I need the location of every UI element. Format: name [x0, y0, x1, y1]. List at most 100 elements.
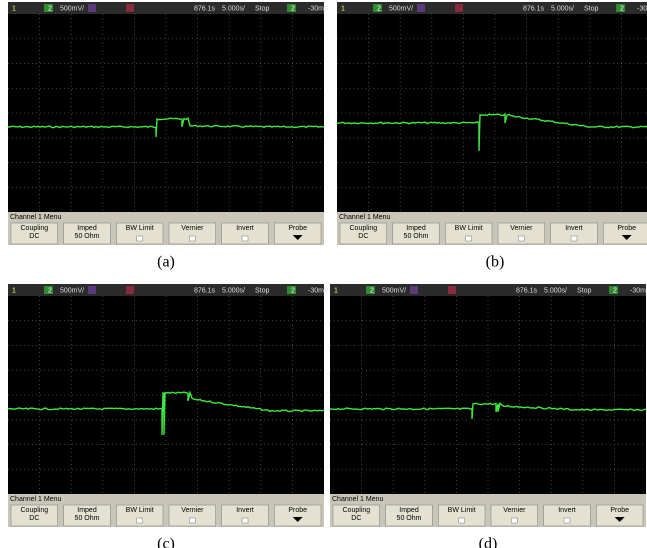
checkbox	[518, 235, 525, 242]
button-label: Vernier	[503, 507, 526, 514]
checkbox	[458, 517, 465, 524]
checkbox	[570, 235, 578, 242]
button-label: Imped	[406, 225, 426, 232]
header-text: 1	[334, 287, 338, 294]
header-text: Stop	[255, 5, 270, 12]
menu-button	[392, 222, 440, 245]
menu-button	[10, 222, 58, 245]
scope-panel: 1 2 500mV/876.1s 5.000s/Stop 2 -30mV Channel 1…	[7, 2, 329, 271]
button-label: Invert	[236, 225, 254, 232]
probe-arrow	[621, 235, 632, 240]
channel-box	[287, 4, 296, 12]
menu-title: Channel 1 Menu	[10, 496, 61, 503]
probe-arrow	[292, 235, 303, 240]
channel-box	[448, 286, 456, 294]
header-text: 2	[291, 5, 295, 12]
header-text: 876.1s	[516, 287, 538, 294]
waveform	[329, 401, 647, 419]
header-bar	[337, 2, 647, 14]
header-text: 2	[48, 5, 52, 12]
header-text: 500mV/	[382, 287, 406, 294]
menu-title: Channel 1 Menu	[332, 496, 383, 503]
waveform	[336, 112, 647, 151]
button-label: Imped	[77, 507, 97, 514]
menu-bar	[330, 494, 646, 527]
caption: (d)	[479, 536, 498, 548]
checkbox	[511, 517, 518, 524]
header-text: 5.000s/	[222, 5, 245, 12]
menu-button	[274, 504, 322, 527]
checkbox	[465, 235, 472, 242]
channel-box	[44, 4, 53, 12]
button-label: BW Limit	[126, 507, 154, 514]
checkbox	[241, 235, 249, 242]
button-label: Coupling	[21, 507, 49, 514]
button-label: 50 Ohm	[75, 515, 100, 522]
caption: (b)	[486, 254, 505, 271]
button-label: Invert	[558, 507, 576, 514]
header-text: Stop	[577, 287, 592, 294]
button-label: 50 Ohm	[397, 515, 422, 522]
probe-arrow	[614, 517, 625, 522]
menu-button	[603, 222, 647, 245]
channel-box	[126, 286, 134, 294]
header-text: 5.000s/	[544, 287, 567, 294]
channel-box	[616, 4, 625, 12]
menu-button	[63, 222, 111, 245]
header-bar	[8, 284, 324, 296]
menu-button	[168, 504, 216, 527]
menu-button	[550, 222, 598, 245]
header-text: 1	[341, 5, 345, 12]
button-label: Coupling	[343, 507, 371, 514]
channel-box	[88, 286, 96, 294]
header-text: 2	[48, 287, 52, 294]
channel-box	[126, 4, 134, 12]
header-text: 2	[620, 5, 624, 12]
header-text: -30mV	[308, 5, 329, 12]
header-text: Stop	[255, 287, 270, 294]
channel-box	[287, 286, 296, 294]
button-label: DC	[351, 515, 361, 522]
scope-panel: 1 2 500mV/876.1s 5.000s/Stop 2 -30mV Channel 1…	[329, 284, 647, 548]
button-label: DC	[29, 233, 39, 240]
channel-box	[455, 4, 463, 12]
checkbox	[241, 517, 249, 524]
menu-button	[490, 504, 538, 527]
checkbox	[563, 517, 571, 524]
menu-button	[445, 222, 493, 245]
button-label: Invert	[236, 507, 254, 514]
header-text: 876.1s	[194, 287, 216, 294]
header-bar	[8, 2, 324, 14]
button-label: DC	[358, 233, 368, 240]
menu-bar	[8, 212, 324, 245]
button-label: Coupling	[21, 225, 49, 232]
button-label: 50 Ohm	[75, 233, 100, 240]
menu-button	[543, 504, 591, 527]
button-label: Vernier	[181, 507, 204, 514]
button-label: Probe	[288, 225, 307, 232]
menu-button	[497, 222, 545, 245]
header-text: 876.1s	[523, 5, 545, 12]
caption: (a)	[157, 254, 175, 271]
menu-button	[385, 504, 433, 527]
button-label: Invert	[565, 225, 583, 232]
menu-button	[116, 222, 164, 245]
checkbox	[189, 517, 196, 524]
caption: (c)	[157, 536, 175, 548]
header-text: 876.1s	[194, 5, 216, 12]
button-label: DC	[29, 515, 39, 522]
header-text: 2	[291, 287, 295, 294]
channel-box	[417, 4, 425, 12]
scope-panel: 1 2 500mV/876.1s 5.000s/Stop 2 -30mV Channel 1…	[7, 284, 329, 548]
header-text: 2	[377, 5, 381, 12]
header-text: 2	[370, 287, 374, 294]
button-label: Imped	[399, 507, 419, 514]
header-text: 5.000s/	[551, 5, 574, 12]
menu-button	[332, 504, 380, 527]
menu-button	[10, 504, 58, 527]
header-text: 1	[12, 287, 16, 294]
menu-button	[221, 222, 269, 245]
button-label: Probe	[610, 507, 629, 514]
button-label: BW Limit	[126, 225, 154, 232]
channel-box	[366, 286, 375, 294]
